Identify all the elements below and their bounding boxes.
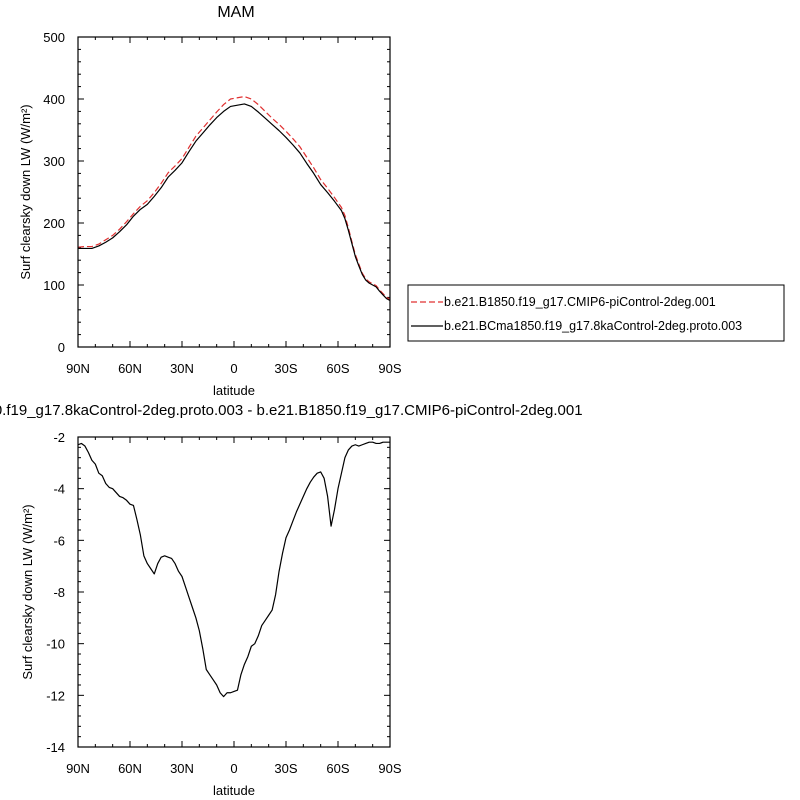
top-x-tick-label: 90S bbox=[378, 361, 401, 376]
top-x-axis-label: latitude bbox=[213, 383, 255, 398]
top-panel: MAM 0 100 200 300 400 500 90N 60N 30N 0 30S 60S 90S… bbox=[18, 4, 402, 398]
top-y-tick-label: 500 bbox=[43, 30, 65, 45]
bottom-y-tick-label: -8 bbox=[53, 585, 65, 600]
bottom-panel: b.e21.BCma1850.f19_g17.8kaControl-2deg.p… bbox=[0, 402, 583, 798]
top-y-tick-label: 300 bbox=[43, 154, 65, 169]
top-panel-title: MAM bbox=[217, 4, 254, 21]
top-x-tick-label: 30S bbox=[274, 361, 297, 376]
bottom-x-tick-label: 90S bbox=[378, 761, 401, 776]
legend-label-series-2: b.e21.BCma1850.f19_g17.8kaControl-2deg.p… bbox=[444, 319, 742, 333]
bottom-y-axis: -14 -12 -10 -8 -6 -4 -2 bbox=[46, 430, 390, 755]
bottom-y-axis-label: Surf clearsky down LW (W/m²) bbox=[20, 504, 35, 679]
top-x-tick-label: 30N bbox=[170, 361, 194, 376]
top-x-tick-label: 60N bbox=[118, 361, 142, 376]
top-x-tick-label: 0 bbox=[230, 361, 237, 376]
bottom-y-tick-label: -14 bbox=[46, 740, 65, 755]
top-x-tick-label: 90N bbox=[66, 361, 90, 376]
top-series-2-line bbox=[78, 103, 391, 302]
bottom-series-1-line bbox=[77, 441, 390, 698]
top-y-tick-label: 400 bbox=[43, 92, 65, 107]
top-y-tick-label: 200 bbox=[43, 216, 65, 231]
bottom-x-tick-label: 0 bbox=[230, 761, 237, 776]
bottom-plot-frame bbox=[77, 436, 391, 748]
bottom-x-tick-label: 60N bbox=[118, 761, 142, 776]
top-y-tick-label: 0 bbox=[58, 340, 65, 355]
top-plot-frame bbox=[77, 36, 391, 348]
bottom-y-tick-label: -6 bbox=[53, 533, 65, 548]
bottom-y-tick-label: -4 bbox=[53, 482, 65, 497]
bottom-x-axis: 90N 60N 30N 0 30S 60S 90S bbox=[66, 437, 402, 776]
top-series-group bbox=[77, 95, 391, 302]
bottom-y-tick-label: -2 bbox=[53, 430, 65, 445]
top-series-1-line bbox=[77, 95, 391, 300]
legend-box bbox=[407, 284, 785, 342]
top-y-tick-label: 100 bbox=[43, 278, 65, 293]
legend: b.e21.B1850.f19_g17.CMIP6-piControl-2deg… bbox=[407, 284, 785, 342]
bottom-x-axis-label: latitude bbox=[213, 783, 255, 798]
bottom-x-tick-label: 30S bbox=[274, 761, 297, 776]
bottom-y-tick-label: -10 bbox=[46, 637, 65, 652]
bottom-x-tick-label: 60S bbox=[326, 761, 349, 776]
top-y-axis: 0 100 200 300 400 500 bbox=[43, 30, 390, 355]
bottom-y-tick-label: -12 bbox=[46, 688, 65, 703]
top-x-axis: 90N 60N 30N 0 30S 60S 90S bbox=[66, 37, 402, 376]
bottom-x-tick-label: 30N bbox=[170, 761, 194, 776]
top-y-axis-label: Surf clearsky down LW (W/m²) bbox=[18, 104, 33, 279]
bottom-panel-title: b.e21.BCma1850.f19_g17.8kaControl-2deg.p… bbox=[0, 402, 583, 419]
bottom-series-group bbox=[77, 441, 390, 698]
bottom-x-tick-label: 90N bbox=[66, 761, 90, 776]
top-x-tick-label: 60S bbox=[326, 361, 349, 376]
legend-label-series-1: b.e21.B1850.f19_g17.CMIP6-piControl-2deg… bbox=[444, 295, 716, 309]
